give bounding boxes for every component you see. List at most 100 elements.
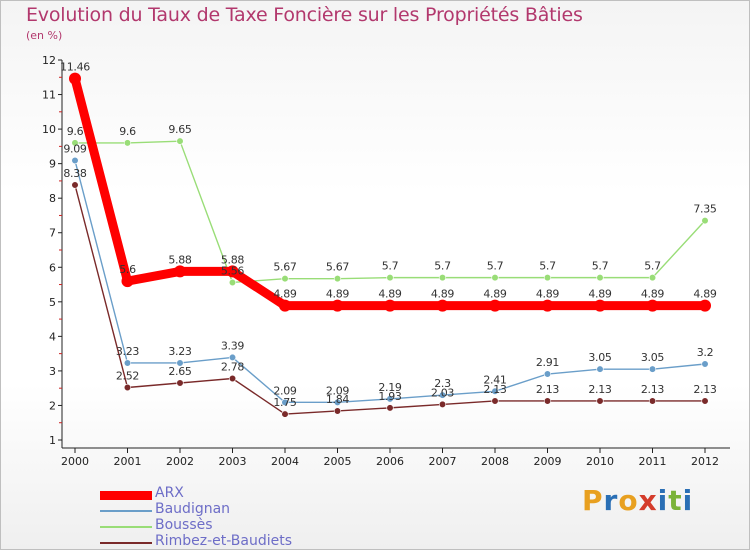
- y-tick-label: 8: [49, 192, 56, 205]
- data-label: 5.67: [273, 261, 297, 274]
- data-label: 7.35: [693, 203, 717, 216]
- data-point: [386, 395, 394, 403]
- y-tick-label: 4: [49, 330, 56, 343]
- x-tick-label: 2002: [166, 455, 194, 468]
- data-label: 8.38: [63, 167, 87, 180]
- x-tick-label: 2007: [429, 455, 457, 468]
- data-point: [279, 299, 291, 312]
- data-point: [176, 379, 184, 387]
- data-label: 2.13: [483, 383, 507, 396]
- data-point: [333, 407, 342, 415]
- data-label: 4.89: [536, 288, 560, 301]
- data-label: 2.41: [483, 373, 506, 386]
- data-label: 4.89: [641, 288, 665, 301]
- x-tick-label: 2012: [691, 455, 719, 468]
- chart-title: Evolution du Taux de Taxe Foncière sur l…: [26, 4, 583, 26]
- data-point: [71, 181, 79, 189]
- data-label: 1.84: [326, 393, 350, 406]
- point-labels: 11.46 5.6 5.88 5.88 4.89 4.89 4.89 4.89 4.89 4.89…: [60, 61, 717, 409]
- data-point: [648, 274, 657, 282]
- data-label: 5.7: [434, 260, 451, 273]
- data-point: [491, 274, 499, 282]
- data-label: 5.7: [592, 260, 609, 273]
- data-point: [123, 383, 132, 392]
- y-tick-label: 5: [49, 296, 56, 309]
- legend-item: Boussès: [100, 517, 360, 535]
- data-label: 5.7: [382, 260, 399, 273]
- data-point: [228, 374, 237, 383]
- y-tick-label: 3: [49, 365, 56, 378]
- data-label: 2.13: [641, 383, 665, 396]
- data-point: [543, 370, 552, 378]
- data-point: [333, 275, 342, 283]
- data-point: [69, 72, 81, 85]
- data-point: [543, 274, 552, 282]
- data-label: 2.19: [378, 381, 402, 394]
- x-tick-label: 2006: [376, 455, 404, 468]
- proxiti-logo: Proxiti: [582, 484, 694, 517]
- data-point: [701, 397, 709, 405]
- data-point: [176, 359, 184, 367]
- data-point: [386, 274, 394, 282]
- data-label: 2.65: [168, 365, 192, 378]
- data-label: 1.75: [273, 396, 297, 409]
- legend-swatch: [100, 526, 152, 528]
- data-label: 3.39: [221, 339, 245, 352]
- data-point: [541, 299, 554, 312]
- data-label: 2.91: [536, 356, 559, 369]
- legend-swatch: [100, 490, 152, 500]
- x-tick-label: 2003: [219, 455, 247, 468]
- data-label: 5.88: [168, 253, 192, 266]
- data-point: [594, 299, 606, 312]
- y-axis-unit-label: (en %): [26, 29, 63, 42]
- data-point: [596, 274, 604, 282]
- data-label: 5.88: [221, 253, 245, 266]
- data-point: [123, 359, 132, 367]
- x-tick-label: 2000: [61, 455, 89, 468]
- legend-item: Baudignan: [100, 501, 360, 519]
- data-point: [226, 265, 239, 278]
- y-tick-label: 11: [42, 89, 56, 102]
- legend-label: Rimbez-et-Baudiets: [155, 533, 293, 549]
- data-point: [384, 299, 396, 312]
- data-label: 2.52: [116, 369, 139, 382]
- legend-label: Boussès: [155, 517, 213, 533]
- data-point: [699, 299, 711, 312]
- data-point: [701, 217, 709, 225]
- data-point: [174, 265, 186, 278]
- data-label: 9.6: [67, 125, 84, 138]
- data-point: [438, 400, 447, 409]
- data-label: 9.09: [63, 143, 87, 156]
- x-tick-label: 2011: [639, 455, 667, 468]
- data-label: 3.2: [697, 346, 714, 359]
- data-label: 5.7: [539, 260, 556, 273]
- data-label: 5.7: [644, 260, 661, 273]
- legend-swatch: [100, 510, 152, 512]
- data-point: [281, 398, 289, 406]
- data-label: 2.13: [588, 383, 612, 396]
- data-label: 2.13: [536, 383, 560, 396]
- data-point: [176, 137, 184, 145]
- data-label: 3.23: [168, 345, 192, 358]
- data-label: 9.65: [168, 123, 192, 136]
- data-point: [596, 365, 604, 373]
- data-point: [701, 360, 709, 368]
- data-label: 5.7: [487, 260, 504, 273]
- data-point: [121, 275, 134, 288]
- legend-item: Rimbez-et-Baudiets: [100, 533, 360, 551]
- data-label: 9.6: [119, 125, 136, 138]
- data-label: 2.78: [221, 361, 245, 374]
- data-label: 5.67: [326, 261, 350, 274]
- data-label: 3.05: [588, 351, 612, 364]
- legend-item: ARX: [100, 485, 360, 503]
- data-label: 2.09: [326, 384, 350, 397]
- x-tick-label: 2008: [481, 455, 509, 468]
- data-point: [333, 398, 342, 406]
- y-tick-label: 1: [49, 434, 56, 447]
- x-tick-label: 2010: [586, 455, 614, 468]
- data-point: [71, 139, 79, 147]
- data-label: 3.23: [116, 345, 140, 358]
- x-tick-label: 2005: [324, 455, 352, 468]
